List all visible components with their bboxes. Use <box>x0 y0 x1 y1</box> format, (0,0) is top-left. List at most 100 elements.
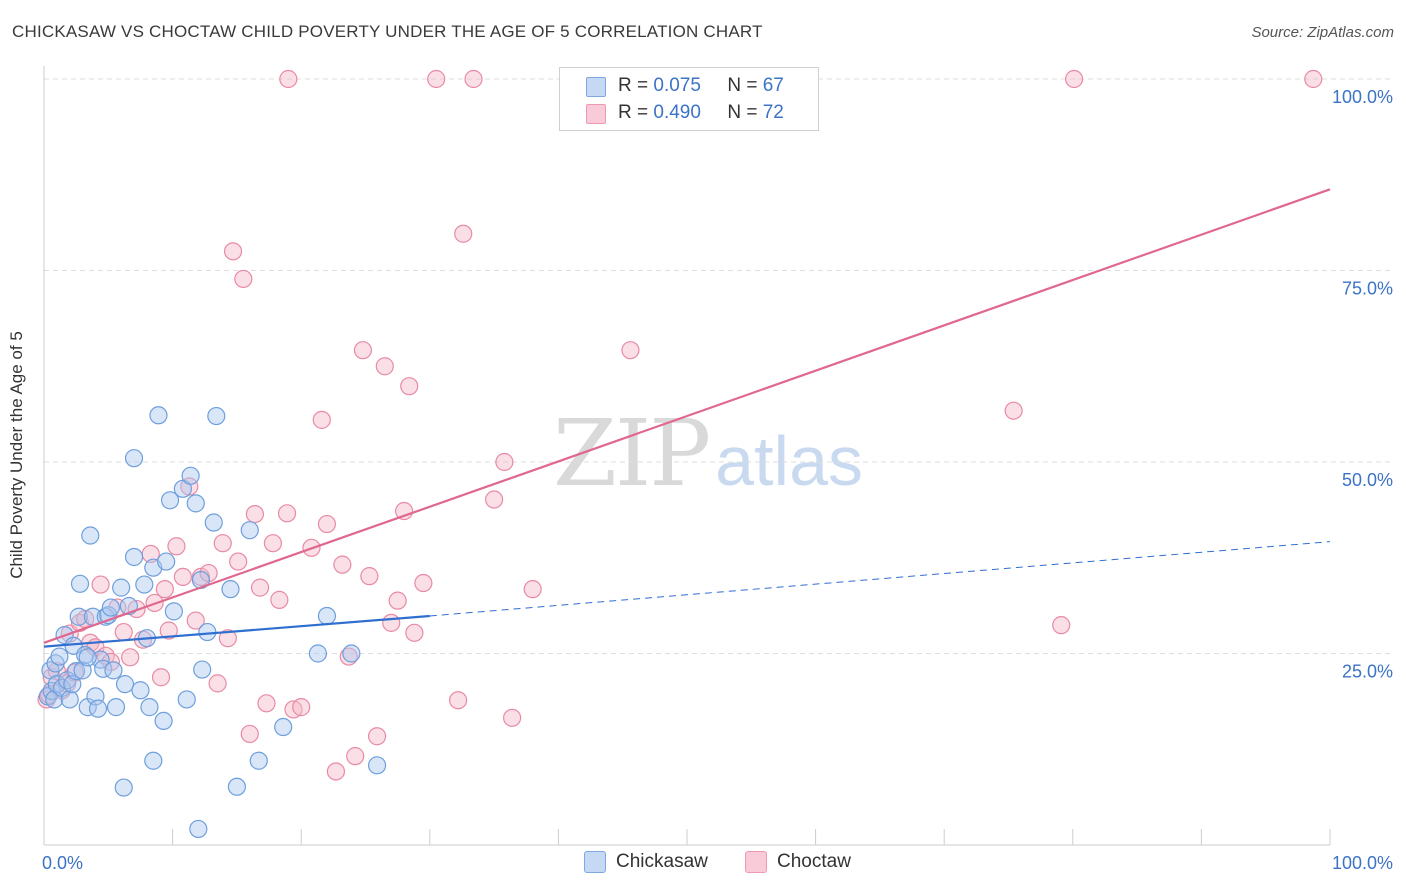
choctaw-point <box>277 504 297 523</box>
x-tick-label: 0.0% <box>42 853 83 873</box>
choctaw-point <box>186 611 205 630</box>
chickasaw-point <box>164 602 183 621</box>
legend-item-choctaw[interactable]: Choctaw <box>745 851 851 873</box>
chickasaw-point <box>367 756 387 775</box>
choctaw-point <box>333 555 352 574</box>
choctaw-point <box>523 580 542 599</box>
chickasaw-point <box>177 690 196 709</box>
choctaw-point <box>250 578 270 597</box>
choctaw-point <box>388 591 407 610</box>
choctaw-point <box>234 269 253 289</box>
chickasaw-point <box>149 406 168 425</box>
chart-title: CHICKASAW VS CHOCTAW CHILD POVERTY UNDER… <box>12 22 763 41</box>
chickasaw-point <box>274 717 293 737</box>
chickasaw-point <box>140 698 159 717</box>
n-value-chickasaw: 67 <box>762 75 784 96</box>
chickasaw-point <box>69 607 88 626</box>
choctaw-point <box>312 410 331 429</box>
choctaw-point <box>414 573 433 593</box>
chickasaw-point <box>124 449 144 468</box>
chickasaw-trendline <box>43 614 430 648</box>
choctaw-point <box>245 504 265 524</box>
r-label: R = <box>618 75 649 96</box>
chickasaw-point <box>160 491 180 510</box>
choctaw-point <box>263 534 283 553</box>
legend-swatch-chickasaw <box>584 851 606 873</box>
chickasaw-point <box>181 466 200 485</box>
legend-item-chickasaw[interactable]: Chickasaw <box>584 851 708 873</box>
choctaw-point <box>151 668 171 687</box>
chickasaw-point <box>157 552 176 571</box>
chickasaw-point <box>50 647 69 666</box>
choctaw-point <box>257 694 276 713</box>
choctaw-point <box>621 341 640 360</box>
chickasaw-point <box>112 578 131 597</box>
chickasaw-point <box>70 574 90 593</box>
chickasaw-point <box>124 547 144 567</box>
source-label: Source: ZipAtlas.com <box>1251 24 1394 41</box>
choctaw-point <box>405 623 424 642</box>
chickasaw-swatch <box>586 77 606 97</box>
chickasaw-point <box>308 644 328 663</box>
choctaw-point <box>454 224 473 243</box>
stats-text-chickasaw: R = 0.075 N = 67 <box>618 75 784 97</box>
choctaw-point <box>1304 69 1323 89</box>
chickasaw-point <box>67 662 86 681</box>
n-label: N = <box>727 75 758 96</box>
chickasaw-point <box>193 660 212 679</box>
chickasaw-point <box>249 751 268 770</box>
choctaw-point <box>400 377 419 396</box>
choctaw-point <box>427 69 446 89</box>
chickasaw-point <box>144 751 163 770</box>
chickasaw-point <box>78 648 97 667</box>
stats-text-choctaw: R = 0.490 N = 72 <box>618 102 784 124</box>
y-tick-label: 100.0% <box>1332 87 1393 107</box>
legend-label-chickasaw: Chickasaw <box>616 851 708 872</box>
choctaw-point <box>464 69 483 89</box>
choctaw-point <box>495 452 514 472</box>
chickasaw-point <box>221 580 240 599</box>
choctaw-swatch <box>586 104 606 124</box>
choctaw-point <box>240 724 259 744</box>
y-axis-label: Child Poverty Under the Age of 5 <box>7 331 26 579</box>
choctaw-point <box>199 563 218 583</box>
chickasaw-point <box>227 777 246 796</box>
choctaw-point <box>326 762 346 781</box>
choctaw-point <box>173 567 192 587</box>
choctaw-point <box>292 698 311 717</box>
choctaw-point <box>91 575 110 594</box>
choctaw-point <box>1004 401 1023 420</box>
choctaw-point <box>223 242 243 261</box>
choctaw-point <box>167 537 186 556</box>
chickasaw-point <box>131 681 150 700</box>
chickasaw-point <box>154 711 173 731</box>
chickasaw-point <box>198 622 217 642</box>
legend-label-choctaw: Choctaw <box>777 851 851 872</box>
choctaw-trendline <box>43 188 1331 644</box>
chickasaw-point <box>240 521 259 540</box>
r-value-chickasaw: 0.075 <box>653 75 701 96</box>
choctaw-point <box>339 647 358 666</box>
choctaw-point <box>382 613 401 632</box>
chickasaw-point <box>207 406 226 426</box>
choctaw-point <box>485 490 504 509</box>
chickasaw-point <box>189 819 208 839</box>
chickasaw-point <box>101 598 120 617</box>
choctaw-point <box>360 567 379 586</box>
y-tick-label: 25.0% <box>1342 662 1393 682</box>
y-tick-label: 75.0% <box>1342 279 1393 299</box>
r-label: R = <box>618 102 649 123</box>
chickasaw-point <box>115 675 135 694</box>
chickasaw-point <box>106 698 126 717</box>
choctaw-point <box>114 622 133 642</box>
chickasaw-point <box>81 526 100 545</box>
choctaw-point <box>218 629 237 648</box>
chickasaw-point <box>135 575 154 594</box>
choctaw-point <box>213 534 232 553</box>
y-tick-label: 50.0% <box>1342 470 1393 490</box>
choctaw-point <box>270 590 289 609</box>
choctaw-point <box>47 662 66 681</box>
chickasaw-point <box>114 778 133 797</box>
chickasaw-point <box>104 661 123 680</box>
chickasaw-point <box>186 494 205 513</box>
